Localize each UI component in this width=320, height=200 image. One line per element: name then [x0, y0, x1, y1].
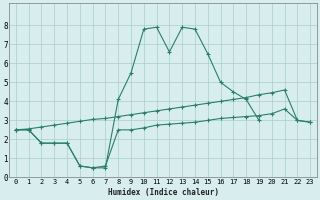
- X-axis label: Humidex (Indice chaleur): Humidex (Indice chaleur): [108, 188, 219, 197]
